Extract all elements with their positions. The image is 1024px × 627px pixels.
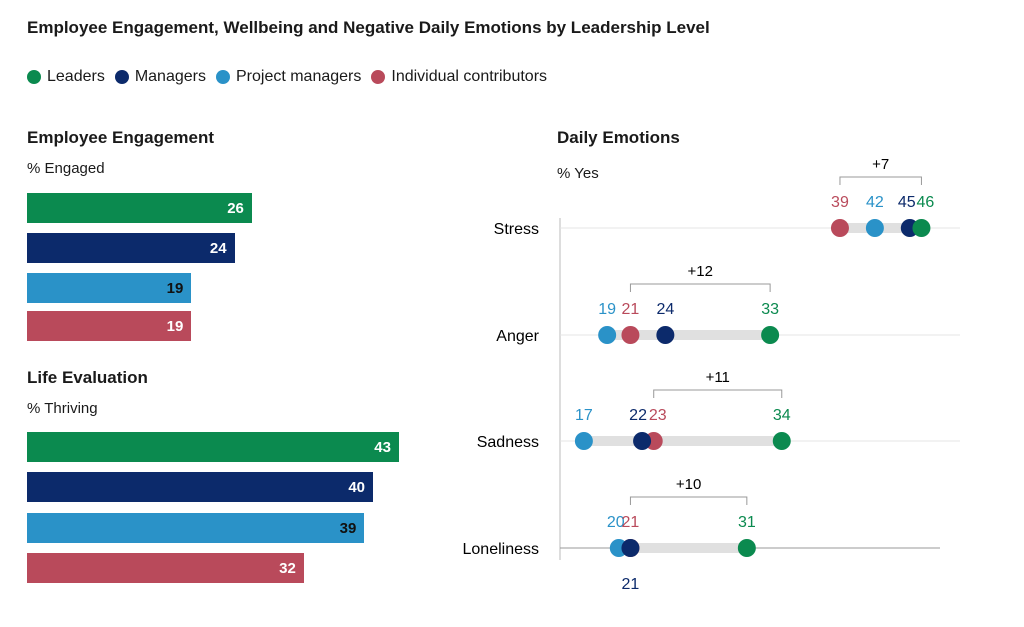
legend-label: Individual contributors	[391, 68, 548, 85]
value-label: 21	[622, 301, 640, 318]
legend-swatch	[371, 70, 386, 84]
value-label: 31	[738, 514, 756, 531]
legend-item: Individual contributors	[371, 68, 547, 86]
legend-item: Project managers	[215, 68, 362, 86]
dot-project-managers	[865, 219, 884, 237]
gap-bracket	[839, 176, 922, 185]
life-subtitle: % Thriving	[27, 400, 98, 417]
legend-label: Leaders	[47, 68, 105, 85]
value-label: 39	[831, 194, 849, 211]
value-label: 46	[917, 194, 935, 211]
value-label: 24	[656, 301, 674, 318]
bar-managers: 40	[27, 472, 373, 502]
legend-swatch	[27, 70, 41, 84]
emotions-subtitle: % Yes	[557, 165, 599, 182]
legend: Leaders Managers Project managers Individua…	[27, 68, 547, 86]
value-label: 19	[598, 301, 616, 318]
value-label: 20	[607, 514, 625, 531]
legend-item: Managers	[114, 68, 206, 86]
chart-title: Employee Engagement, Wellbeing and Negat…	[27, 18, 710, 37]
bar-leaders: 26	[27, 193, 252, 223]
value-label: 21	[622, 514, 640, 531]
dot-leaders	[772, 432, 791, 450]
dot-leaders	[912, 219, 931, 237]
bar-label: 24	[209, 240, 227, 257]
engagement-title: Employee Engagement	[27, 128, 215, 147]
dot-leaders	[737, 539, 756, 557]
gap-bracket	[629, 496, 748, 505]
bar-individual-contributors: 32	[27, 553, 304, 583]
dot-individual-contributors	[830, 219, 849, 237]
bar-label: 19	[166, 318, 184, 335]
category-label: Loneliness	[463, 541, 540, 558]
value-label: 22	[629, 407, 647, 424]
bar-individual-contributors: 19	[27, 311, 192, 341]
category-label: Sadness	[477, 434, 539, 451]
dot-project-managers	[574, 432, 593, 450]
gap-bracket	[629, 283, 771, 292]
value-label: 34	[773, 407, 791, 424]
engagement-subtitle: % Engaged	[27, 160, 105, 177]
dot-project-managers	[598, 326, 617, 344]
value-label: 33	[761, 301, 779, 318]
legend-label: Project managers	[235, 68, 362, 85]
bar-label: 40	[348, 479, 365, 496]
gap-bracket	[653, 389, 783, 398]
value-label: 23	[649, 407, 667, 424]
gap-label: +12	[688, 263, 713, 280]
bar-label: 43	[374, 439, 391, 456]
dot-managers	[633, 432, 652, 450]
dot-managers	[656, 326, 675, 344]
bar-project-managers: 19	[27, 273, 192, 303]
value-label: 21	[622, 576, 640, 593]
bar-label: 39	[339, 520, 357, 537]
bar-project-managers: 39	[27, 513, 365, 543]
bar-label: 19	[166, 280, 184, 297]
category-label: Stress	[494, 221, 539, 238]
life-title: Life Evaluation	[27, 368, 148, 387]
legend-item: Leaders	[27, 68, 105, 86]
emotions-title: Daily Emotions	[557, 128, 680, 147]
gap-label: +7	[872, 156, 889, 173]
bar-label: 32	[279, 560, 296, 577]
dot-individual-contributors	[621, 326, 640, 344]
legend-label: Managers	[134, 68, 206, 85]
bar-managers: 24	[27, 233, 235, 263]
legend-swatch	[215, 70, 230, 84]
category-label: Anger	[496, 328, 539, 345]
value-label: 42	[866, 194, 884, 211]
gap-label: +11	[706, 369, 730, 386]
dot-managers	[621, 539, 640, 557]
legend-swatch	[114, 70, 129, 84]
value-label: 45	[898, 194, 916, 211]
bar-leaders: 43	[27, 432, 399, 462]
dot-leaders	[761, 326, 780, 344]
value-label: 17	[575, 407, 593, 424]
gap-label: +10	[676, 476, 701, 493]
bar-label: 26	[227, 200, 244, 217]
